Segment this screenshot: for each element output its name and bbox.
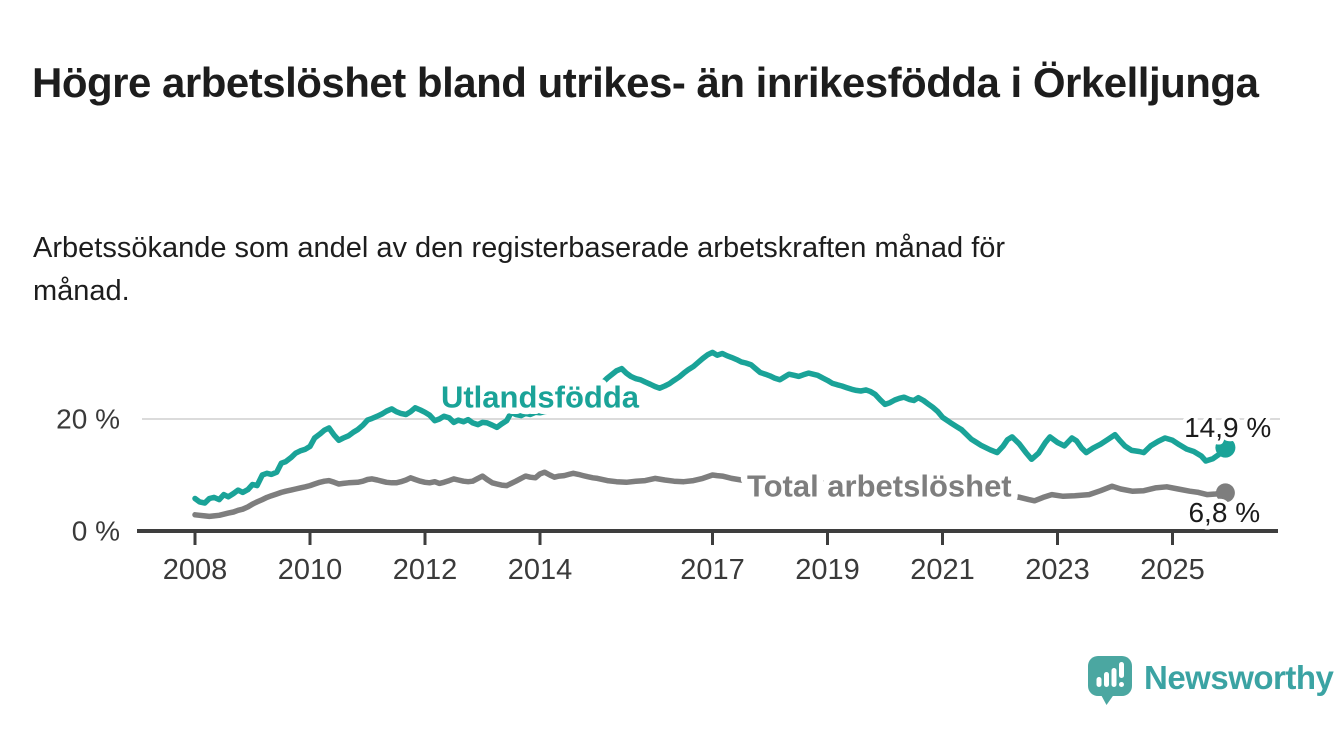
- logo-bubble: [1088, 656, 1132, 705]
- x-tick-label-2010: 2010: [278, 554, 343, 586]
- series-label-utlandsfodda: Utlandsfödda: [441, 380, 640, 415]
- newsworthy-wordmark: Newsworthy: [1144, 659, 1334, 696]
- newsworthy-speech-bubble-bar-chart-icon: [1087, 655, 1133, 712]
- x-tick-label-2012: 2012: [393, 554, 458, 586]
- y-tick-label-20: 20 %: [56, 404, 120, 435]
- line-chart: 2008 2010 2012 2014 2017 2019 2021 2023 2025 0 % 2…: [56, 349, 1280, 586]
- series-label-total-arbetsloshet: Total arbetslöshet: [747, 469, 1012, 504]
- x-tick-label-2023: 2023: [1025, 554, 1090, 586]
- series-end-dot-total-arbetsloshet: [1215, 483, 1235, 503]
- end-value-label-utlandsfodda: 14,9 %: [1184, 412, 1271, 443]
- x-tick-label-2008: 2008: [163, 554, 228, 586]
- series-end-dot-utlandsfodda: [1215, 437, 1236, 458]
- end-value-label-total-arbetsloshet: 6,8 %: [1188, 497, 1260, 528]
- page-subtitle: Arbetssökande som andel av den registerb…: [33, 232, 1006, 307]
- newsworthy-logo: Newsworthy: [1087, 655, 1334, 712]
- y-tick-label-0: 0 %: [72, 516, 120, 547]
- series-line-utlandsfodda: [192, 349, 1229, 506]
- x-tick-label-2014: 2014: [508, 554, 573, 586]
- x-tick-label-2019: 2019: [795, 554, 860, 586]
- series-line-total-arbetsloshet: [192, 469, 1229, 520]
- page-title: Högre arbetslöshet bland utrikes- än inr…: [32, 59, 1259, 107]
- x-tick-label-2017: 2017: [680, 554, 745, 586]
- x-tick-label-2025: 2025: [1140, 554, 1205, 586]
- x-tick-label-2021: 2021: [910, 554, 975, 586]
